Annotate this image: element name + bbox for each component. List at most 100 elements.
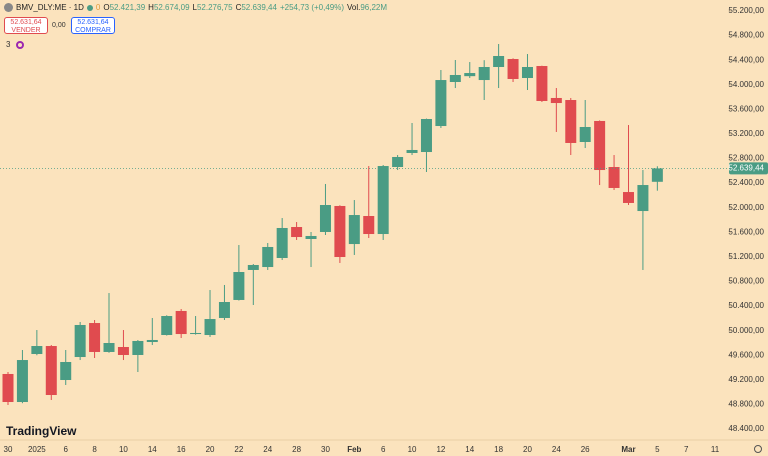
candle-body	[435, 80, 447, 127]
candle-body	[218, 302, 230, 318]
candle-body	[363, 216, 375, 235]
high: 52.674,09	[153, 3, 190, 12]
status-dot	[86, 4, 93, 11]
candle-body	[550, 97, 562, 104]
candle-body	[2, 373, 14, 403]
candle-body	[161, 316, 173, 336]
x-tick-label: 26	[581, 445, 590, 454]
candle-body	[74, 324, 86, 358]
legend-header: BMV_DLY:ME · 1D 0 O52.421,39 H52.674,09 …	[4, 3, 387, 12]
x-tick-label: 10	[119, 445, 128, 454]
l-label: L	[192, 3, 197, 12]
y-tick-label: 52.000,00	[728, 203, 764, 212]
close: 52.639,44	[241, 3, 277, 12]
candle-body	[392, 156, 404, 168]
x-tick-label: 30	[4, 445, 13, 454]
candle-body	[622, 192, 634, 203]
candle-body	[651, 168, 663, 182]
candle-body	[579, 126, 591, 142]
y-tick-label: 50.800,00	[728, 277, 764, 286]
y-tick-label: 53.600,00	[728, 104, 764, 113]
candle-body	[146, 339, 158, 343]
candle-body	[507, 59, 519, 79]
x-tick-label: 22	[234, 445, 243, 454]
candle-body	[233, 272, 245, 300]
x-tick-label: 24	[552, 445, 561, 454]
candle-body	[175, 310, 187, 335]
last-price-box	[729, 162, 768, 175]
y-tick-label: 54.800,00	[728, 31, 764, 40]
candle-body	[305, 235, 317, 239]
candle-body	[420, 119, 432, 153]
y-tick-label: 52.800,00	[728, 154, 764, 163]
y-tick-label: 51.600,00	[728, 227, 764, 236]
y-tick-label: 49.600,00	[728, 350, 764, 359]
y-tick-label: 50.000,00	[728, 326, 764, 335]
x-tick-label: 28	[292, 445, 301, 454]
y-tick-label: 49.200,00	[728, 375, 764, 384]
candle-body	[276, 227, 288, 258]
candle-body	[521, 67, 533, 79]
candle-body	[117, 346, 129, 355]
candle-body	[31, 346, 43, 355]
candle-body	[565, 100, 577, 143]
indicators[interactable]: 3	[6, 40, 25, 49]
candle-body	[594, 120, 606, 171]
candle-body	[464, 73, 476, 77]
buy-price: 52.631,64	[77, 19, 109, 26]
x-tick-label: 14	[465, 445, 474, 454]
x-tick-label: 30	[321, 445, 330, 454]
candle-body	[262, 246, 274, 268]
candle-body	[204, 319, 216, 336]
candle-body	[348, 215, 360, 245]
candle-body	[637, 185, 649, 212]
sell-button[interactable]: 52.631,64 VENDER	[4, 17, 48, 34]
y-tick-label: 55.200,00	[728, 6, 764, 15]
y-tick-label: 54.000,00	[728, 80, 764, 89]
x-tick-label: 11	[711, 445, 720, 454]
logo: TradingView	[6, 424, 77, 438]
candle-body	[190, 332, 202, 335]
x-tick-label: 20	[206, 445, 215, 454]
candle-body	[377, 166, 389, 235]
x-tick-label: 18	[494, 445, 503, 454]
x-tick-label: Mar	[621, 445, 635, 454]
buy-label: COMPRAR	[75, 27, 111, 34]
symbol-icon	[4, 3, 13, 12]
candle-body	[16, 360, 28, 403]
x-tick-label: 20	[523, 445, 532, 454]
symbol[interactable]: BMV_DLY:ME · 1D	[16, 3, 84, 12]
x-tick-label: 16	[177, 445, 186, 454]
y-tick-label: 50.400,00	[728, 301, 764, 310]
sell-label: VENDER	[11, 27, 41, 34]
h-label: H	[148, 3, 154, 12]
change: +254,73 (+0,49%)	[279, 3, 344, 12]
candle-body	[536, 66, 548, 101]
candle-body	[493, 55, 505, 68]
x-tick-label: 6	[63, 445, 68, 454]
x-tick-label: 8	[92, 445, 97, 454]
candle-body	[406, 149, 418, 153]
candle-body	[608, 167, 620, 188]
candle-body	[45, 346, 57, 396]
alerts: 0	[95, 3, 101, 12]
x-tick-label: Feb	[347, 445, 361, 454]
candle-body	[132, 340, 144, 355]
y-tick-label: 52.400,00	[728, 178, 764, 187]
last-price-label: 52.639,44	[728, 164, 764, 173]
x-tick-label: 12	[436, 445, 445, 454]
y-tick-label: 48.800,00	[728, 400, 764, 409]
x-tick-label: 2025	[28, 445, 46, 454]
candle-body	[319, 205, 331, 232]
candle-body	[291, 227, 303, 238]
low: 52.276,75	[196, 3, 233, 12]
candle-body	[334, 205, 346, 258]
vol-label: Vol.	[347, 3, 361, 12]
x-tick-label: 7	[684, 445, 689, 454]
buy-button[interactable]: 52.631,64 COMPRAR	[71, 17, 115, 34]
settings-icon[interactable]	[754, 445, 762, 453]
x-tick-label: 14	[148, 445, 157, 454]
y-tick-label: 54.400,00	[728, 55, 764, 64]
